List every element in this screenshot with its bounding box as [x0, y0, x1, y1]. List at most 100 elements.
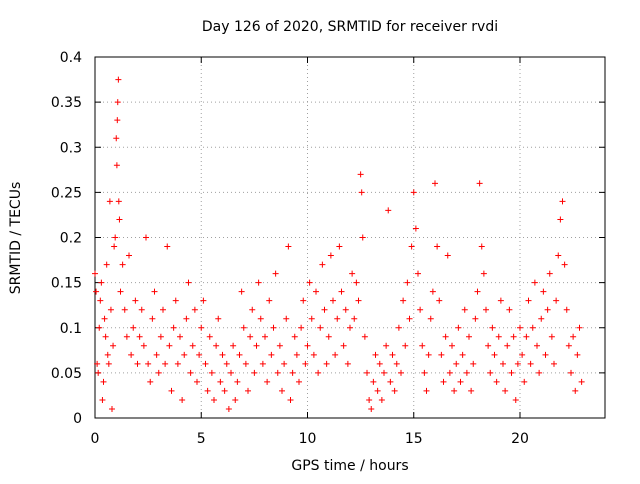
y-axis-label: SRMTID / TECUs — [8, 182, 24, 295]
data-point — [472, 315, 479, 322]
data-point — [102, 333, 109, 340]
data-point — [455, 324, 462, 331]
data-point — [408, 243, 415, 250]
data-point — [353, 279, 360, 286]
data-point — [419, 342, 426, 349]
data-point — [253, 342, 260, 349]
data-point — [334, 315, 341, 322]
data-point — [474, 288, 481, 295]
x-tick-label: 20 — [511, 431, 529, 447]
data-point — [429, 288, 436, 295]
data-point — [338, 288, 345, 295]
data-point — [128, 351, 135, 358]
data-point — [166, 342, 173, 349]
data-point — [223, 360, 230, 367]
data-point — [500, 360, 506, 367]
data-point — [300, 297, 307, 304]
data-point — [296, 378, 302, 385]
data-point — [576, 324, 583, 331]
data-point — [538, 315, 545, 322]
data-point — [109, 405, 115, 412]
data-point — [264, 378, 271, 385]
data-point — [110, 342, 117, 349]
data-point — [211, 396, 217, 403]
data-point — [240, 324, 247, 331]
data-point — [559, 198, 566, 205]
data-point — [113, 162, 120, 169]
data-point — [381, 369, 387, 376]
data-point — [177, 333, 183, 340]
data-point — [106, 198, 113, 205]
data-point — [393, 360, 400, 367]
chart-title: Day 126 of 2020, SRMTID for receiver rvd… — [202, 19, 498, 35]
data-point — [228, 369, 234, 376]
data-point — [527, 360, 534, 367]
data-point — [291, 333, 298, 340]
data-point — [249, 306, 256, 313]
data-point — [483, 306, 489, 313]
data-point — [232, 396, 239, 403]
data-point — [319, 261, 326, 268]
data-point — [245, 387, 251, 394]
data-point — [111, 243, 118, 250]
data-point — [570, 333, 577, 340]
data-point — [257, 315, 264, 322]
data-point — [96, 324, 103, 331]
data-point — [385, 207, 392, 214]
data-point — [506, 306, 513, 313]
data-point — [434, 243, 441, 250]
data-point — [187, 369, 194, 376]
y-tick-label: 0.3 — [60, 140, 82, 156]
data-point — [489, 324, 496, 331]
data-point — [389, 351, 396, 358]
y-tick-label: 0.05 — [51, 366, 82, 382]
data-point — [213, 342, 220, 349]
data-point — [364, 369, 370, 376]
data-point — [221, 387, 228, 394]
data-point — [540, 288, 547, 295]
data-point — [283, 315, 290, 322]
data-point — [200, 297, 207, 304]
data-point — [578, 378, 585, 385]
data-point — [189, 342, 196, 349]
data-point — [349, 270, 356, 277]
data-point — [444, 252, 451, 259]
data-point — [217, 378, 224, 385]
x-tick-label: 5 — [197, 431, 206, 447]
data-point — [103, 261, 110, 268]
data-point — [143, 234, 149, 241]
data-point — [574, 351, 581, 358]
data-point — [327, 252, 334, 259]
y-tick-label: 0.1 — [60, 321, 82, 337]
data-point — [115, 76, 122, 83]
data-point — [179, 396, 186, 403]
data-point — [153, 351, 160, 358]
data-point — [344, 360, 351, 367]
data-point — [432, 180, 438, 187]
data-point — [304, 342, 311, 349]
data-point — [406, 315, 413, 322]
data-point — [238, 288, 245, 295]
data-point — [463, 369, 470, 376]
data-point — [272, 270, 279, 277]
data-point — [145, 360, 152, 367]
data-point — [400, 297, 407, 304]
data-point — [421, 369, 428, 376]
data-point — [306, 279, 313, 286]
data-point — [293, 351, 300, 358]
data-point — [555, 252, 562, 259]
data-point — [347, 324, 353, 331]
data-point — [183, 315, 190, 322]
data-point — [412, 225, 419, 232]
data-point — [123, 333, 130, 340]
data-point — [99, 396, 106, 403]
data-point — [112, 234, 119, 241]
data-point — [398, 369, 404, 376]
y-tick-label: 0.4 — [60, 50, 82, 66]
data-point — [268, 351, 275, 358]
data-point — [107, 306, 114, 313]
data-point — [504, 342, 511, 349]
data-point — [383, 342, 390, 349]
